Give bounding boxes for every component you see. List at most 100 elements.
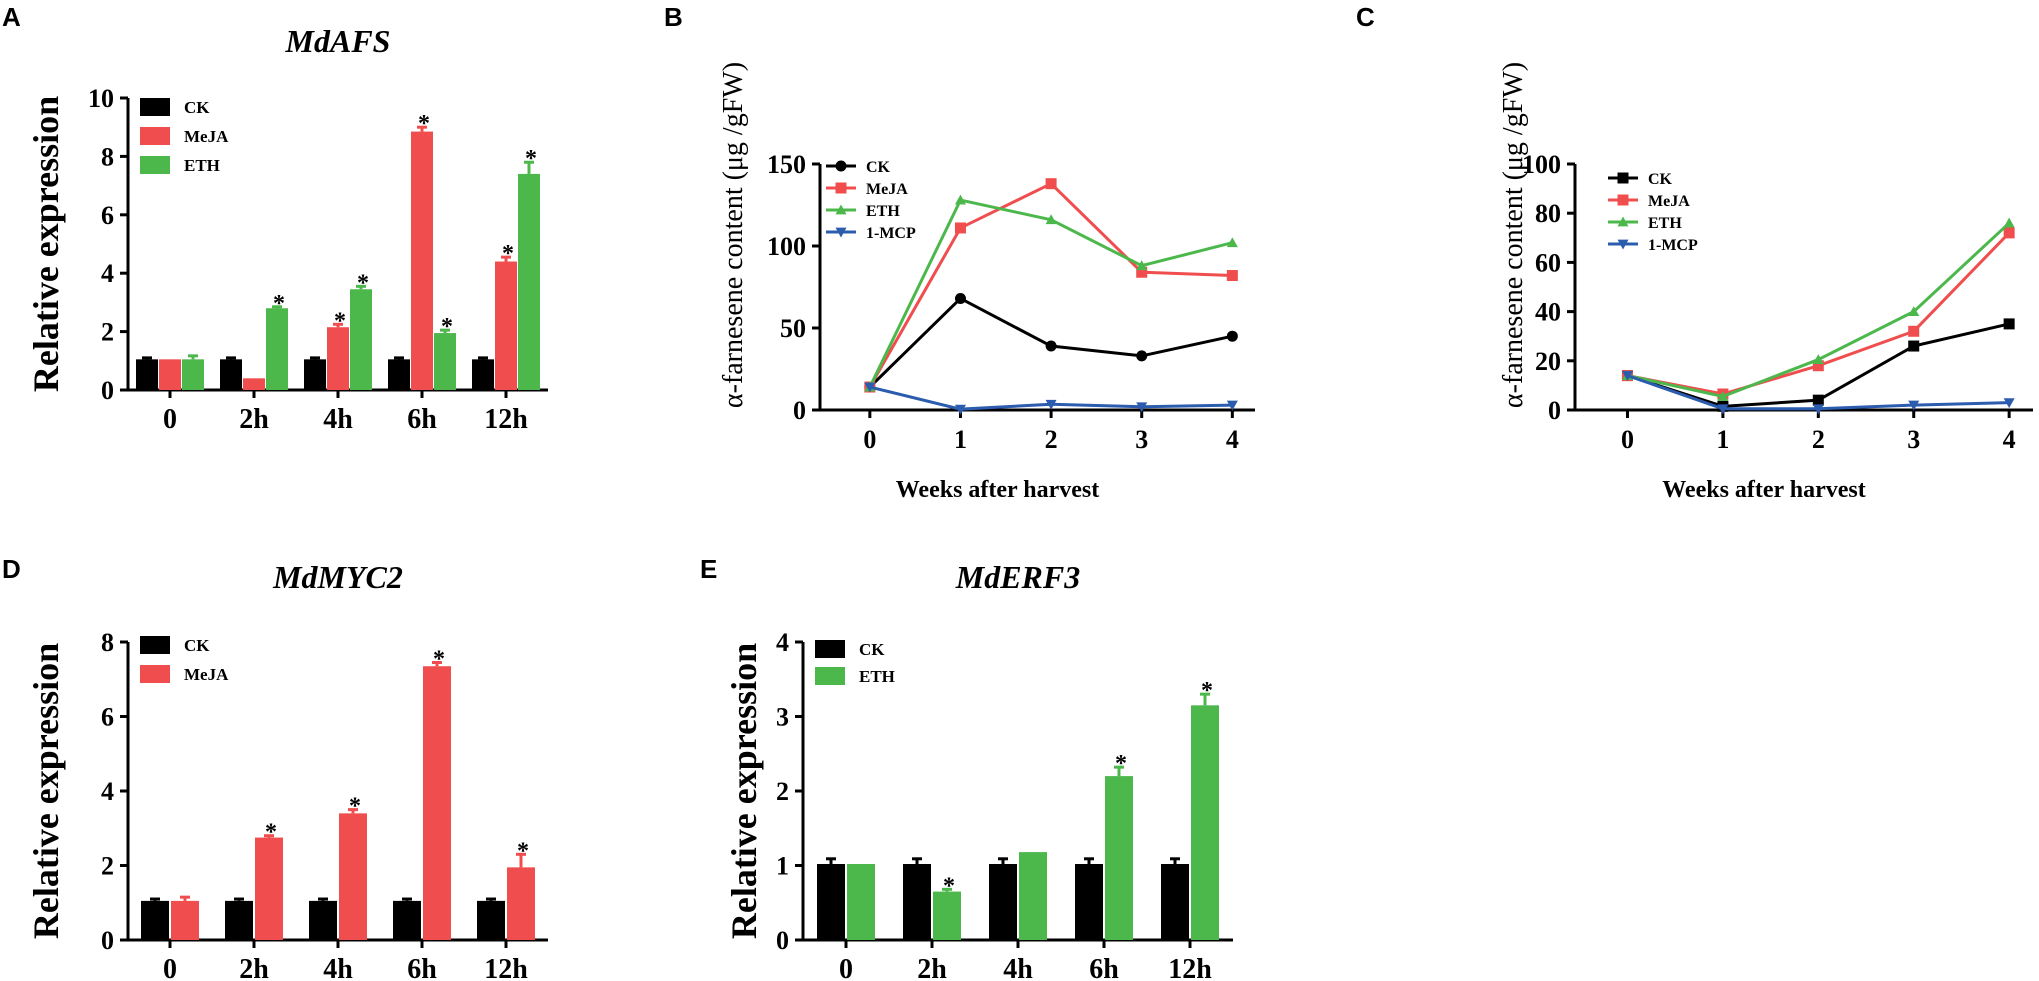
bar-ck-6h	[1075, 864, 1103, 940]
y-tick-label: 3	[776, 703, 789, 732]
x-tick-label: 1	[1716, 425, 1729, 454]
data-point-eth	[1812, 354, 1824, 364]
bar-meja-12h	[507, 867, 535, 940]
data-point-meja	[1136, 266, 1148, 278]
y-axis-label: α-farnesene content (μg /gFW)	[1498, 62, 1529, 408]
x-tick-label: 2h	[239, 404, 269, 435]
data-point-eth	[1717, 390, 1729, 401]
significance-star: *	[525, 146, 537, 172]
bar-ck-4h	[304, 359, 326, 390]
y-tick-label: 2	[101, 318, 114, 347]
legend-marker-1-mcp	[835, 227, 847, 238]
data-point-meja	[1226, 270, 1238, 282]
data-point-meja	[1812, 360, 1824, 372]
y-tick-label: 0	[776, 926, 789, 955]
bar-meja-6h	[423, 666, 451, 940]
panel-label-b: B	[664, 2, 683, 32]
panel-label-e: E	[700, 554, 717, 584]
bar-ck-12h	[472, 359, 494, 390]
data-point-1-mcp	[864, 382, 876, 393]
y-tick-label: 0	[1548, 396, 1561, 425]
y-tick-label: 4	[101, 259, 114, 288]
legend-marker-meja	[1617, 194, 1629, 206]
bar-ck-0	[136, 359, 158, 390]
x-tick-label: 12h	[484, 404, 528, 435]
panel-label-c: C	[1356, 2, 1375, 32]
y-tick-label: 4	[101, 777, 114, 806]
significance-star: *	[1115, 751, 1127, 777]
y-tick-label: 40	[1535, 298, 1561, 327]
y-tick-label: 2	[101, 852, 114, 881]
x-tick-label: 0	[163, 954, 177, 981]
data-point-1-mcp	[954, 404, 966, 415]
bar-eth-4h	[350, 289, 372, 390]
legend-swatch-ck	[815, 640, 845, 658]
significance-star: *	[349, 794, 361, 820]
y-tick-label: 6	[101, 703, 114, 732]
data-point-ck	[1226, 330, 1238, 342]
y-tick-label: 0	[793, 396, 806, 425]
bar-meja-2h	[255, 837, 283, 940]
y-tick-label: 2	[776, 777, 789, 806]
y-tick-label: 0	[101, 926, 114, 955]
data-point-meja	[1045, 178, 1057, 190]
data-point-ck	[2003, 318, 2015, 330]
x-tick-label: 4h	[323, 954, 353, 981]
y-tick-label: 80	[1535, 199, 1561, 228]
legend-label-meja: MeJA	[184, 127, 229, 146]
legend-swatch-meja	[140, 665, 170, 683]
bar-eth-4h	[1019, 852, 1047, 940]
bar-eth-2h	[933, 891, 961, 940]
bar-chart-a: MdAFS Relative expression 0 2 4 6 8 10 0 2h * 4h * * 6…	[26, 23, 548, 435]
legend-marker-1-mcp	[1617, 239, 1629, 250]
x-axis-label: Weeks after harvest	[896, 477, 1100, 503]
bar-eth-0	[182, 359, 204, 390]
x-tick-label: 2h	[917, 954, 947, 981]
bar-meja-4h	[339, 813, 367, 940]
data-point-1-mcp	[1812, 404, 1824, 415]
bar-eth-12h	[518, 173, 540, 390]
data-point-1-mcp	[1045, 399, 1057, 410]
bar-ck-6h	[388, 359, 410, 390]
x-tick-label: 4	[2003, 425, 2016, 454]
significance-star: *	[273, 291, 285, 317]
bar-ck-0	[141, 900, 169, 940]
data-point-1-mcp	[1226, 400, 1238, 411]
x-tick-label: 2h	[239, 954, 269, 981]
data-point-eth	[1908, 306, 1920, 316]
x-tick-label: 0	[863, 425, 876, 454]
x-tick-label: 1	[954, 425, 967, 454]
bar-ck-4h	[309, 900, 337, 940]
data-point-ck	[1045, 340, 1057, 352]
significance-star: *	[357, 270, 369, 296]
chart-title: MdERF3	[955, 559, 1080, 595]
x-tick-label: 6h	[407, 404, 437, 435]
y-axis-label: Relative expression	[26, 96, 66, 392]
chart-title: MdMYC2	[272, 559, 403, 595]
bar-meja-0	[159, 359, 181, 390]
legend-marker-meja	[835, 182, 847, 194]
legend-label-eth: ETH	[866, 203, 900, 220]
y-tick-label: 60	[1535, 248, 1561, 277]
panel-label-d: D	[2, 554, 21, 584]
data-point-meja	[1908, 325, 1920, 337]
legend-swatch-ck	[140, 636, 170, 654]
bar-meja-0	[171, 900, 199, 940]
x-tick-label: 12h	[1168, 954, 1212, 981]
data-point-eth	[954, 194, 966, 205]
y-tick-label: 10	[88, 84, 114, 113]
significance-star: *	[1201, 678, 1213, 704]
data-point-eth	[2003, 217, 2015, 228]
bar-ck-2h	[220, 359, 242, 390]
bar-eth-6h	[1105, 776, 1133, 940]
data-point-eth	[1226, 237, 1238, 248]
bar-chart-d: MdMYC2 Relative expression 0 2 4 6 8 0 2h * 4h * 6h *…	[26, 559, 548, 981]
significance-star: *	[418, 111, 430, 137]
y-tick-label: 8	[101, 142, 114, 171]
y-tick-label: 0	[101, 376, 114, 405]
significance-star: *	[943, 873, 955, 899]
x-axis-label: Weeks after harvest	[1662, 477, 1866, 503]
bar-meja-6h	[411, 131, 433, 390]
data-point-1-mcp	[1717, 404, 1729, 415]
bar-ck-4h	[989, 864, 1017, 940]
